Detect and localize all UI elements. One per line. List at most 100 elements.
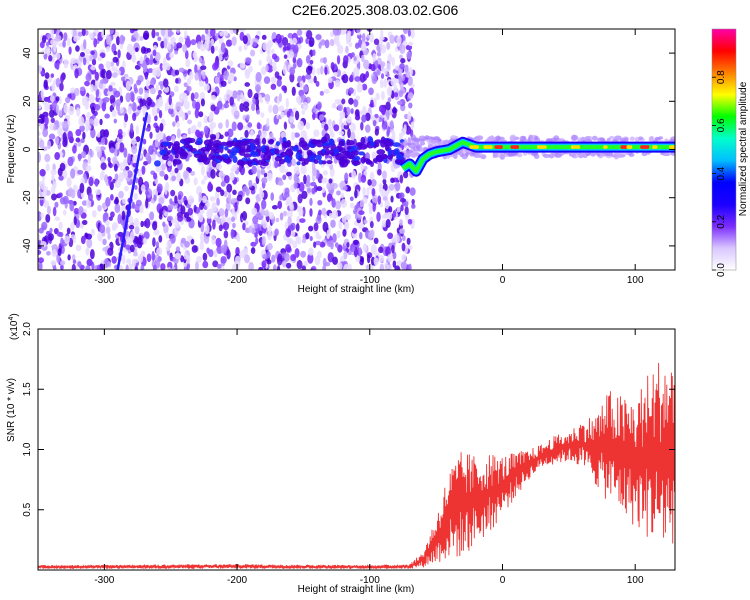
noise-speckle — [155, 84, 160, 92]
colorbar-gradient — [711, 28, 737, 271]
noise-speckle — [331, 209, 339, 220]
noise-speckle — [166, 240, 172, 248]
noise-speckle — [146, 47, 152, 53]
noise-speckle — [206, 247, 210, 254]
noise-speckle — [84, 80, 90, 87]
noise-speckle — [267, 243, 273, 251]
noise-speckle — [71, 263, 76, 270]
noise-speckle — [380, 61, 386, 68]
noise-speckle — [105, 226, 111, 235]
noise-speckle — [280, 131, 286, 139]
noise-speckle — [387, 53, 393, 63]
noise-speckle — [384, 200, 391, 210]
noise-band-speckle — [154, 160, 161, 167]
halo-speckle — [529, 136, 534, 142]
noise-speckle — [160, 40, 165, 49]
noise-speckle — [349, 202, 355, 209]
noise-speckle — [215, 237, 222, 247]
noise-speckle — [313, 75, 317, 84]
noise-speckle — [324, 39, 330, 49]
noise-speckle — [408, 41, 414, 47]
noise-speckle — [275, 217, 280, 223]
noise-band-speckle — [223, 153, 229, 160]
noise-speckle — [58, 109, 63, 117]
noise-speckle — [101, 102, 107, 112]
noise-speckle — [346, 36, 351, 41]
noise-speckle — [143, 160, 149, 166]
noise-speckle — [116, 36, 120, 46]
noise-speckle — [40, 70, 45, 76]
noise-speckle — [141, 165, 146, 175]
noise-speckle — [196, 255, 203, 263]
snr-y-tick-label: 0.5 — [22, 502, 33, 516]
noise-band-speckle — [321, 136, 327, 144]
noise-speckles — [38, 29, 416, 270]
noise-speckle — [160, 83, 164, 90]
noise-speckle — [331, 102, 337, 109]
noise-band-speckle — [380, 136, 386, 144]
noise-speckle — [384, 262, 389, 270]
noise-speckle — [167, 160, 172, 167]
noise-speckle — [184, 37, 191, 48]
noise-speckle — [362, 105, 367, 115]
noise-speckle — [388, 183, 395, 191]
noise-speckle — [373, 97, 377, 108]
noise-speckle — [160, 29, 166, 37]
halo-speckle — [570, 152, 576, 157]
noise-speckle — [264, 93, 271, 102]
noise-speckle — [84, 96, 89, 106]
noise-speckle — [179, 93, 184, 103]
noise-speckle — [285, 228, 292, 238]
noise-band-speckle — [310, 139, 318, 145]
noise-speckle — [135, 125, 139, 135]
noise-speckle — [225, 39, 233, 47]
carrier-peak — [626, 145, 633, 149]
noise-speckle — [368, 230, 373, 241]
noise-speckle — [140, 184, 146, 193]
noise-speckle — [329, 38, 335, 47]
noise-speckle — [317, 101, 322, 111]
noise-band-speckle — [269, 139, 275, 144]
noise-speckle — [340, 198, 347, 208]
noise-speckle — [45, 163, 50, 172]
noise-speckle — [277, 180, 284, 186]
noise-speckle — [261, 260, 267, 269]
noise-speckle — [300, 94, 307, 100]
noise-speckle — [394, 78, 400, 84]
noise-speckle — [55, 52, 61, 60]
snr-panel: -300 -200 -100 0 100 0.5 1.0 1.5 2.0 Height of … — [6, 313, 676, 595]
noise-speckle — [297, 193, 303, 204]
noise-speckle — [307, 253, 314, 264]
noise-speckle — [67, 254, 71, 261]
noise-speckle — [175, 78, 179, 84]
noise-speckle — [200, 65, 207, 71]
noise-speckle — [153, 45, 158, 51]
noise-speckle — [336, 55, 341, 65]
noise-speckle — [75, 45, 80, 52]
noise-speckle — [271, 205, 278, 210]
noise-speckle — [224, 208, 229, 218]
noise-band-speckle — [197, 157, 204, 163]
halo-speckle — [606, 137, 611, 143]
snr-y-ticks: 0.5 1.0 1.5 2.0 — [22, 322, 675, 517]
noise-speckle — [74, 68, 79, 79]
noise-band-speckle — [246, 144, 251, 151]
noise-speckle — [336, 230, 341, 239]
noise-speckle — [243, 101, 250, 108]
halo-speckle — [629, 136, 635, 141]
noise-speckle — [321, 207, 327, 216]
noise-speckle — [244, 82, 251, 87]
noise-speckle — [355, 29, 361, 33]
noise-speckle — [224, 131, 229, 137]
noise-speckle — [375, 92, 380, 101]
noise-band-speckle — [172, 159, 182, 165]
noise-speckle — [321, 177, 328, 184]
noise-speckle — [174, 50, 179, 55]
noise-speckle — [355, 109, 360, 117]
noise-speckle — [333, 35, 338, 45]
noise-speckle — [155, 67, 161, 78]
noise-speckle — [382, 196, 388, 201]
noise-speckle — [75, 128, 82, 137]
noise-speckle — [248, 225, 253, 233]
noise-speckle — [342, 185, 348, 191]
